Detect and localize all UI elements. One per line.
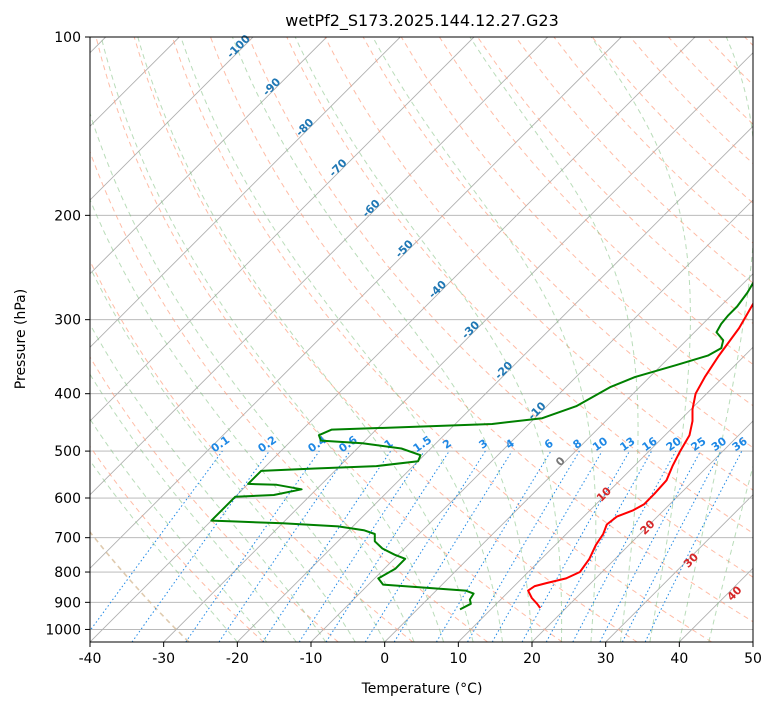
y-tick-label: 300 bbox=[54, 313, 81, 329]
x-tick-label: -10 bbox=[300, 651, 323, 667]
x-tick-label: -30 bbox=[152, 651, 175, 667]
x-tick-label: -40 bbox=[79, 651, 102, 667]
y-tick-label: 100 bbox=[54, 30, 81, 46]
x-tick-label: 0 bbox=[380, 651, 389, 667]
x-tick-label: 50 bbox=[744, 651, 762, 667]
x-tick-label: 10 bbox=[449, 651, 467, 667]
x-tick-label: 40 bbox=[670, 651, 688, 667]
y-tick-label: 800 bbox=[54, 565, 81, 581]
x-tick-label: -20 bbox=[226, 651, 249, 667]
y-tick-label: 200 bbox=[54, 208, 81, 224]
y-axis-label: Pressure (hPa) bbox=[13, 289, 29, 389]
y-tick-label: 400 bbox=[54, 387, 81, 403]
y-tick-label: 900 bbox=[54, 595, 81, 611]
y-tick-label: 1000 bbox=[45, 622, 81, 638]
y-tick-label: 600 bbox=[54, 491, 81, 507]
x-tick-label: 30 bbox=[597, 651, 615, 667]
x-tick-label: 20 bbox=[523, 651, 541, 667]
chart-title: wetPf2_S173.2025.144.12.27.G23 bbox=[285, 11, 559, 31]
y-tick-label: 500 bbox=[54, 444, 81, 460]
y-tick-label: 700 bbox=[54, 531, 81, 547]
x-axis-label: Temperature (°C) bbox=[361, 681, 483, 697]
